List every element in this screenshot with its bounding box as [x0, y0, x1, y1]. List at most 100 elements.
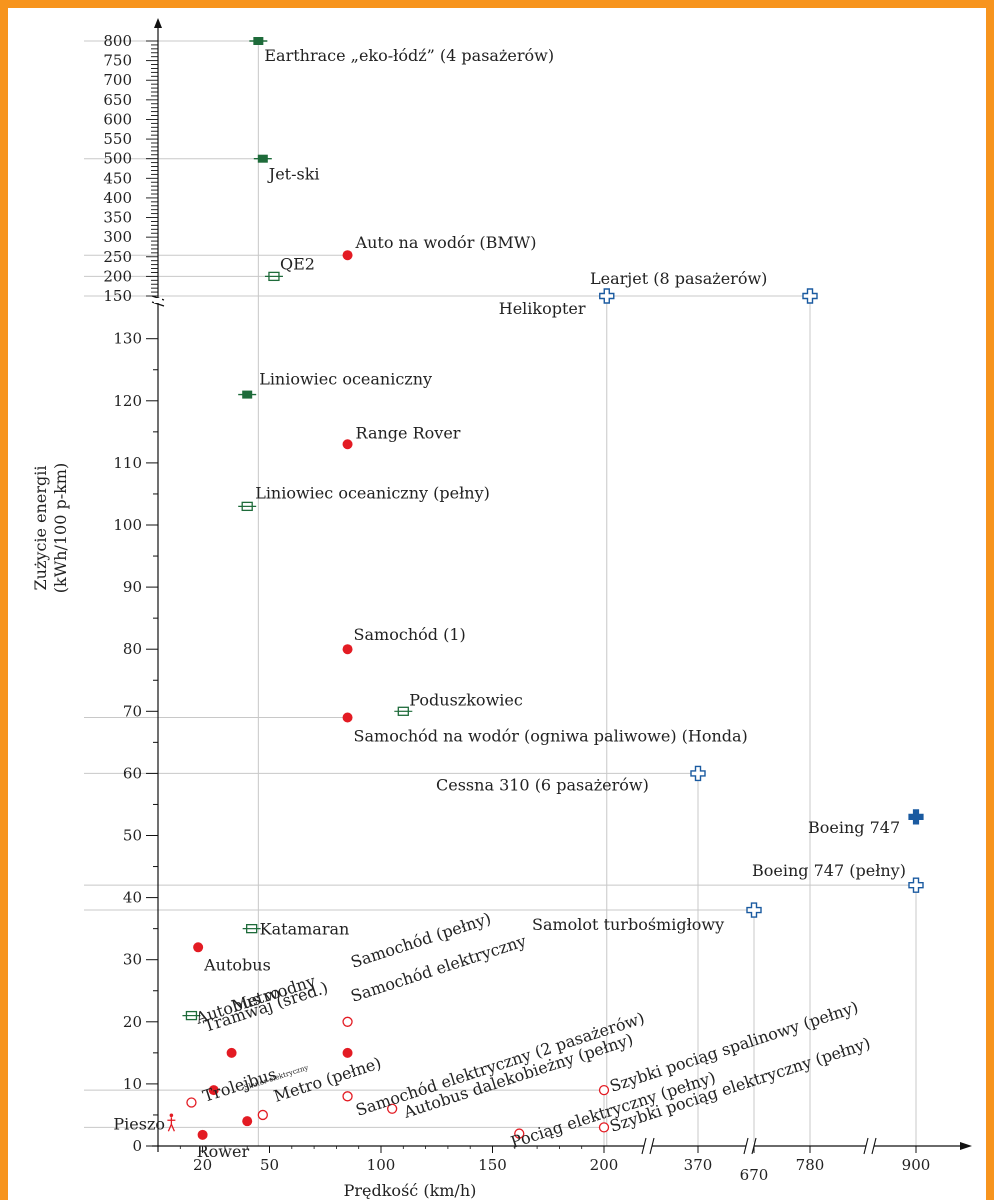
data-point	[598, 1122, 610, 1133]
x-tick-label: 780	[796, 1156, 825, 1174]
y-tick-label: 20	[123, 1013, 142, 1031]
data-point	[182, 1010, 201, 1021]
y-tick-label: 100	[113, 516, 142, 534]
x-tick-label: 200	[590, 1156, 619, 1174]
x-tick-label: 900	[902, 1156, 931, 1174]
y-tick-label: 250	[103, 248, 132, 266]
data-point	[242, 1116, 253, 1127]
y-tick-label: 350	[103, 209, 132, 227]
data-point	[193, 942, 204, 953]
y-tick-label: 700	[103, 71, 132, 89]
data-point	[208, 1085, 219, 1096]
data-point	[598, 1084, 610, 1096]
data-label: Rower	[197, 1142, 250, 1161]
x-tick-label: 20	[193, 1156, 212, 1174]
data-label: QE2	[280, 254, 315, 273]
data-point	[197, 1129, 208, 1140]
data-point	[908, 877, 924, 893]
x-axis-break-gap	[746, 1142, 754, 1150]
y-tick-label: 150	[103, 287, 132, 305]
data-point	[342, 644, 353, 655]
data-point	[342, 1016, 353, 1027]
data-marks	[167, 37, 924, 1140]
data-label: Samochód (1)	[354, 625, 466, 644]
y-tick-label: 120	[113, 392, 142, 410]
data-point	[342, 712, 353, 723]
data-point	[253, 154, 272, 163]
y-axis-label-line2: (kWh/100 p-km)	[51, 463, 70, 593]
x-tick-label: 100	[367, 1156, 396, 1174]
data-label: Boeing 747	[808, 818, 900, 837]
data-label: Liniowiec oceaniczny (pełny)	[255, 483, 490, 502]
data-point	[249, 37, 268, 45]
data-label: Samolot turbośmigłowy	[532, 915, 724, 934]
data-point	[242, 924, 261, 934]
y-tick-label: 30	[123, 951, 142, 969]
data-point	[514, 1128, 525, 1139]
data-label: Learjet (8 pasażerów)	[590, 269, 767, 288]
x-axis-break-gap	[644, 1142, 652, 1150]
data-label: Auto na wodór (BMW)	[355, 233, 537, 252]
tick-marks: 0102030405060708090100110120130150200250…	[103, 32, 930, 1184]
data-label: Cessna 310 (6 pasażerów)	[436, 775, 649, 794]
y-tick-label: 200	[103, 267, 132, 285]
x-axis-break	[641, 1137, 655, 1155]
x-axis-break	[863, 1137, 877, 1155]
y-tick-label: 650	[103, 91, 132, 109]
y-tick-label: 110	[113, 454, 142, 472]
data-label: Pieszo	[113, 1114, 165, 1133]
data-label: Earthrace „eko-łódź” (4 pasażerów)	[264, 46, 554, 65]
data-label: Samochód na wodór (ogniwa paliwowe) (Hon…	[354, 727, 748, 746]
x-tick-label: 50	[260, 1156, 279, 1174]
y-tick-label: 400	[103, 189, 132, 207]
data-point	[186, 1097, 197, 1108]
data-point	[167, 1113, 176, 1132]
data-label: Range Rover	[356, 423, 461, 442]
data-point	[802, 288, 818, 304]
data-point	[342, 439, 353, 450]
data-labels: Earthrace „eko-łódź” (4 pasażerów) Jet-sk…	[113, 46, 906, 1161]
y-axis-arrow	[154, 18, 162, 28]
y-tick-label: 750	[103, 52, 132, 70]
data-point	[690, 765, 706, 782]
y-tick-label: 300	[103, 228, 132, 246]
data-point	[226, 1047, 237, 1058]
chart-frame: 0 10 20 30 40 50 60 70 80 90 100 110 120 130 150 200 250…	[8, 8, 986, 1200]
data-label: Boeing 747 (pełny)	[752, 861, 906, 880]
y-tick-label: 600	[103, 110, 132, 128]
y-tick-label: 130	[113, 330, 142, 348]
x-tick-label: 370	[684, 1156, 713, 1174]
data-label: Liniowiec oceaniczny	[259, 370, 432, 389]
y-tick-label: 0	[132, 1137, 142, 1155]
data-label: Jet-ski	[267, 165, 320, 184]
x-tick-label: 670	[740, 1166, 769, 1184]
data-point	[394, 706, 413, 716]
data-label: Poduszkowiec	[409, 690, 523, 709]
y-axis-break-gap	[154, 298, 162, 303]
y-tick-label: 90	[123, 578, 142, 596]
data-point	[257, 1109, 268, 1121]
data-label: Helikopter	[499, 299, 586, 318]
data-point	[746, 902, 762, 918]
data-label: Katamaran	[260, 920, 350, 939]
data-point	[342, 1091, 353, 1102]
y-tick-label: 550	[103, 130, 132, 148]
data-point	[238, 390, 257, 399]
data-point	[238, 501, 257, 512]
data-label: Autobus	[203, 955, 271, 974]
y-tick-label: 500	[103, 150, 132, 168]
y-tick-label: 800	[103, 32, 132, 50]
x-tick-label: 150	[478, 1156, 507, 1174]
y-axis-label-line1: Zużycie energii	[31, 466, 50, 591]
x-axis-arrow	[960, 1142, 972, 1150]
x-axis-label: Prędkość (km/h)	[344, 1181, 477, 1200]
y-tick-label: 70	[123, 702, 142, 720]
y-tick-label: 40	[123, 889, 142, 907]
data-point	[908, 809, 924, 825]
guide-lines	[84, 40, 917, 1146]
y-tick-label: 60	[123, 764, 142, 782]
x-axis-break-gap	[866, 1142, 874, 1150]
y-tick-label: 450	[103, 169, 132, 187]
data-point	[342, 1047, 353, 1058]
data-point	[264, 271, 283, 282]
